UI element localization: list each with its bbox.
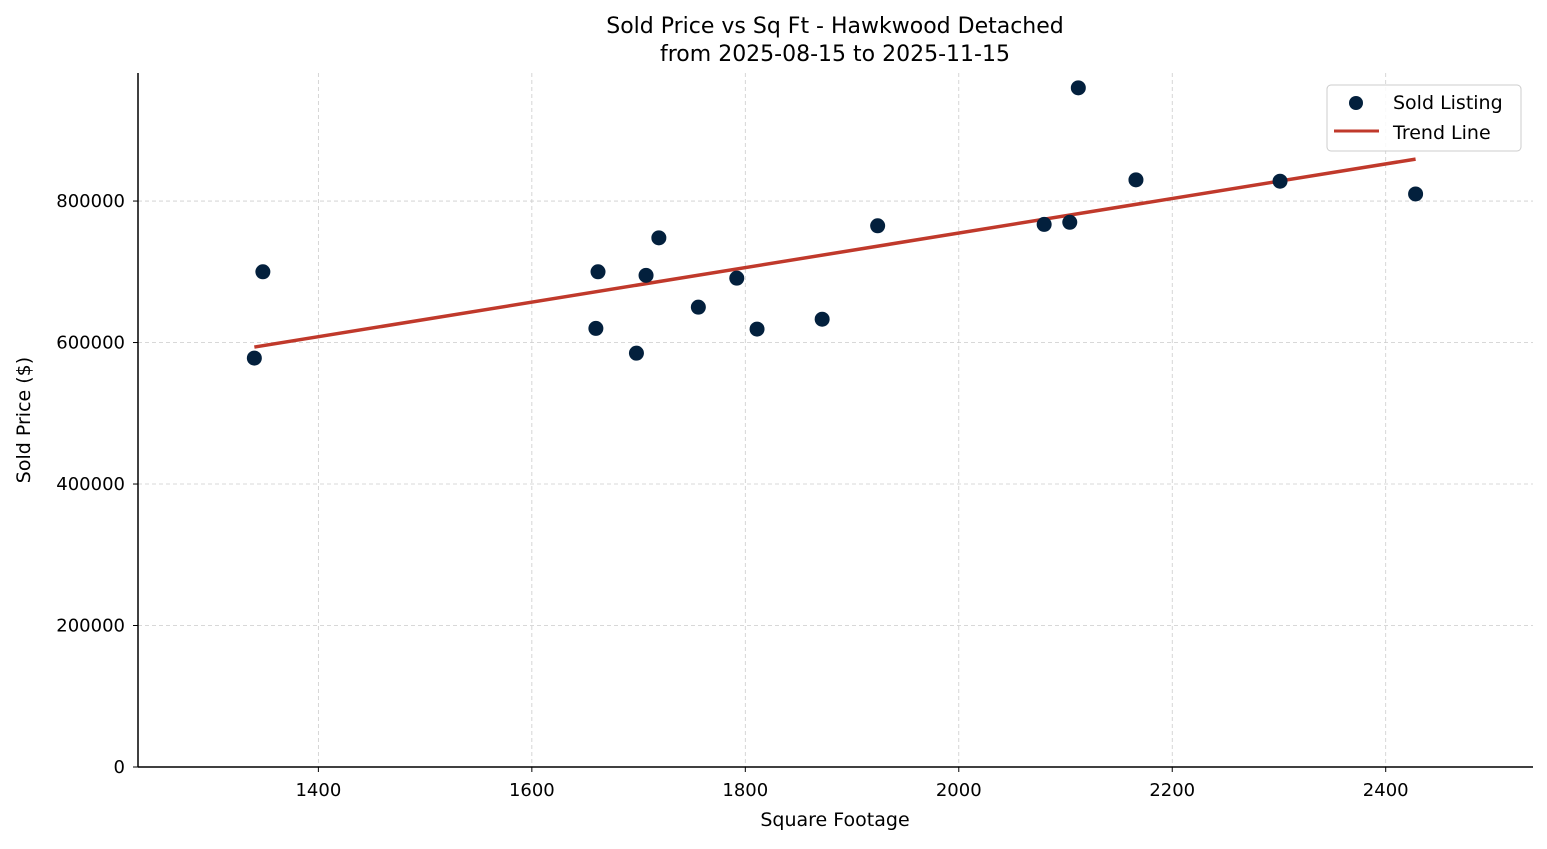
data-point (638, 267, 654, 283)
data-point (588, 320, 604, 336)
points-layer (246, 80, 1424, 366)
data-point (1128, 172, 1144, 188)
x-tick-label: 1600 (509, 780, 555, 801)
chart-subtitle: from 2025-08-15 to 2025-11-15 (660, 42, 1010, 67)
ticks: 1400 1600 1800 2000 2200 2400 0 200000 400000 600… (56, 191, 1408, 801)
x-tick-label: 2200 (1149, 780, 1195, 801)
legend-box (1326, 84, 1522, 152)
data-point (628, 345, 644, 361)
grid (138, 73, 1533, 767)
x-tick-label: 2000 (936, 780, 982, 801)
y-tick-label: 200000 (56, 616, 125, 637)
legend-label-sold-listing: Sold Listing (1393, 92, 1503, 114)
data-point (1272, 173, 1288, 189)
y-axis-label: Sold Price ($) (13, 357, 35, 483)
x-tick-label: 2400 (1363, 780, 1409, 801)
data-point (590, 264, 606, 280)
x-tick-label: 1800 (722, 780, 768, 801)
data-point (749, 321, 765, 337)
data-point (1070, 80, 1086, 96)
data-point (729, 270, 745, 286)
trend-line (254, 157, 1416, 349)
data-point (1062, 214, 1078, 230)
trend-line-layer (254, 157, 1416, 349)
legend-marker-sold-listing (1349, 96, 1363, 110)
data-point (246, 350, 262, 366)
data-point (690, 299, 706, 315)
y-tick-label: 800000 (56, 191, 125, 212)
data-point (814, 311, 830, 327)
x-axis-label: Square Footage (760, 809, 909, 831)
x-tick-label: 1400 (295, 780, 341, 801)
data-point (1408, 186, 1424, 202)
y-tick-label: 400000 (56, 474, 125, 495)
data-point (651, 230, 667, 246)
chart-title: Sold Price vs Sq Ft - Hawkwood Detached (606, 14, 1064, 39)
data-point (870, 218, 886, 234)
data-point (255, 264, 271, 280)
data-point (1036, 216, 1052, 232)
legend-label-trend-line: Trend Line (1392, 122, 1491, 144)
y-tick-label: 600000 (56, 333, 125, 354)
legend: Sold Listing Trend Line (1326, 84, 1522, 152)
y-tick-label: 0 (114, 757, 125, 778)
